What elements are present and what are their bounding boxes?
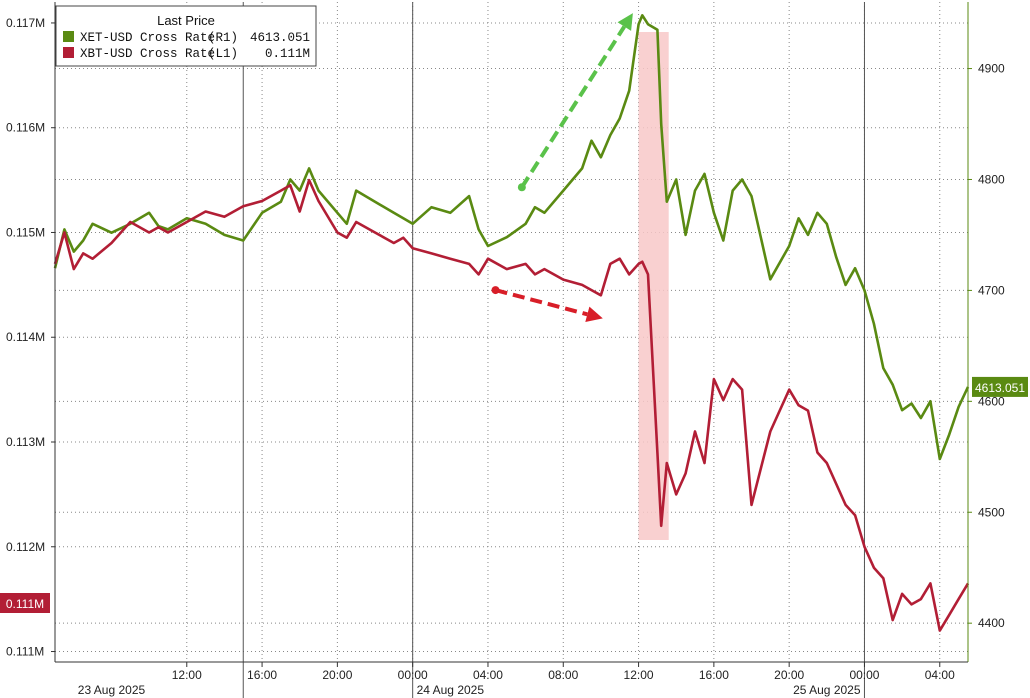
x-tick-label-2: 20:00 <box>322 668 352 682</box>
annotation-arrows <box>491 13 632 322</box>
legend-entry-xbt-name: XBT-USD Cross Rate <box>80 47 215 61</box>
date-label-0: 23 Aug 2025 <box>78 683 146 697</box>
annotation-arrow-line-1 <box>495 290 587 314</box>
legend-swatch-xet <box>63 31 74 42</box>
chart-grid <box>55 2 968 698</box>
x-tick-label-9: 00:00 <box>849 668 879 682</box>
annotation-arrow-start-1 <box>491 286 499 294</box>
right-tick-label-0: 4900 <box>978 62 1005 76</box>
left-tick-label-1: 0.116M <box>6 121 45 135</box>
date-label-1: 24 Aug 2025 <box>417 683 485 697</box>
left-tick-label-6: 0.111M <box>6 645 44 659</box>
series-line-xet <box>55 15 968 459</box>
legend-swatch-xbt <box>63 47 74 58</box>
series-layer <box>55 15 968 630</box>
annotation-arrow-start-0 <box>518 183 526 191</box>
series-line-xbt <box>55 180 968 630</box>
left-tick-label-3: 0.114M <box>6 330 45 344</box>
legend-entry-xet-axis: (R1) <box>208 31 238 45</box>
legend-entry-xbt-axis: (L1) <box>208 47 238 61</box>
legend-entry-xbt-last: 0.111M <box>265 47 310 61</box>
right-axis-badge-text: 4613.051 <box>975 381 1025 395</box>
left-tick-label-5: 0.112M <box>6 540 45 554</box>
left-tick-label-4: 0.113M <box>6 435 45 449</box>
legend: Last Price XET-USD Cross Rate (R1) 4613.… <box>56 6 316 66</box>
date-label-2: 25 Aug 2025 <box>793 683 861 697</box>
left-tick-label-2: 0.115M <box>6 225 45 239</box>
x-tick-label-3: 00:00 <box>398 668 428 682</box>
legend-entry-xet-name: XET-USD Cross Rate <box>80 31 215 45</box>
right-axis-badge: 4613.051 <box>972 377 1028 397</box>
legend-title: Last Price <box>157 13 215 28</box>
annotation-arrow-head-1 <box>585 307 603 322</box>
x-tick-label-4: 04:00 <box>473 668 503 682</box>
left-tick-label-0: 0.117M <box>6 16 45 30</box>
annotation-arrow-line-0 <box>522 27 624 188</box>
x-tick-label-6: 12:00 <box>624 668 654 682</box>
right-tick-label-5: 4400 <box>978 616 1005 630</box>
left-axis-badge: 0.111M <box>0 593 50 613</box>
right-tick-label-1: 4800 <box>978 172 1005 186</box>
x-tick-label-8: 20:00 <box>774 668 804 682</box>
chart-axes: 0.117M 0.116M 0.115M 0.114M 0.113M 0.112M 0.11… <box>6 2 1005 697</box>
right-tick-label-2: 4700 <box>978 283 1005 297</box>
x-tick-label-7: 16:00 <box>699 668 729 682</box>
right-tick-label-4: 4500 <box>978 505 1005 519</box>
x-tick-label-5: 08:00 <box>548 668 578 682</box>
legend-entry-xet-last: 4613.051 <box>250 31 310 45</box>
x-tick-label-0: 12:00 <box>172 668 202 682</box>
shaded-region-layer <box>639 32 669 540</box>
x-tick-label-10: 04:00 <box>925 668 955 682</box>
x-tick-label-1: 16:00 <box>247 668 277 682</box>
shaded-region-0 <box>639 32 669 540</box>
left-axis-badge-text: 0.111M <box>6 597 44 611</box>
